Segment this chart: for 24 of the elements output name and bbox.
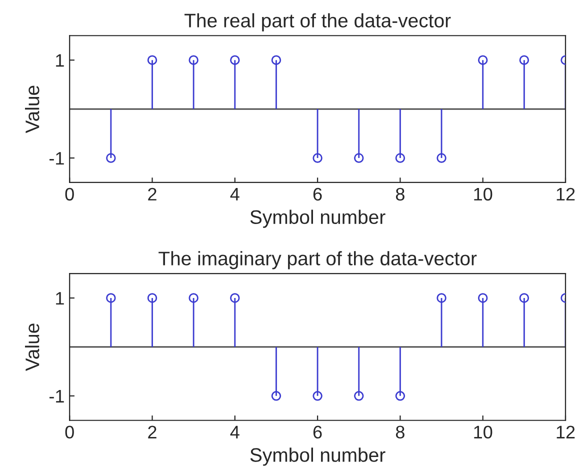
x-tick-label: 8 bbox=[396, 188, 404, 201]
x-tick-label: 8 bbox=[396, 426, 404, 438]
x-tick-label: 10 bbox=[474, 426, 492, 438]
x-tick-label: 6 bbox=[313, 426, 322, 438]
y-axis-title: Value bbox=[25, 86, 40, 134]
x-axis-title: Symbol number bbox=[250, 448, 386, 466]
y-tick-label: -1 bbox=[49, 152, 64, 165]
x-tick-label: 2 bbox=[148, 426, 156, 438]
x-axis-title: Symbol number bbox=[250, 210, 386, 228]
x-tick-label: 2 bbox=[148, 188, 156, 200]
x-tick-label: 6 bbox=[313, 188, 322, 201]
x-tick-label: 4 bbox=[230, 426, 240, 438]
chart-title: The real part of the data-vector bbox=[184, 13, 451, 32]
y-tick-label: -1 bbox=[49, 390, 64, 402]
x-tick-label: 10 bbox=[474, 188, 492, 201]
x-tick-label: 0 bbox=[65, 426, 74, 438]
x-tick-label: 12 bbox=[556, 188, 575, 200]
x-tick-label: 12 bbox=[556, 426, 575, 438]
y-tick-label: 1 bbox=[56, 54, 64, 67]
chart-title: The imaginary part of the data-vector bbox=[158, 251, 477, 270]
y-axis-title: Value bbox=[25, 324, 40, 372]
x-tick-label: 4 bbox=[230, 188, 240, 200]
y-tick-label: 1 bbox=[56, 292, 64, 305]
x-tick-label: 0 bbox=[65, 188, 74, 201]
